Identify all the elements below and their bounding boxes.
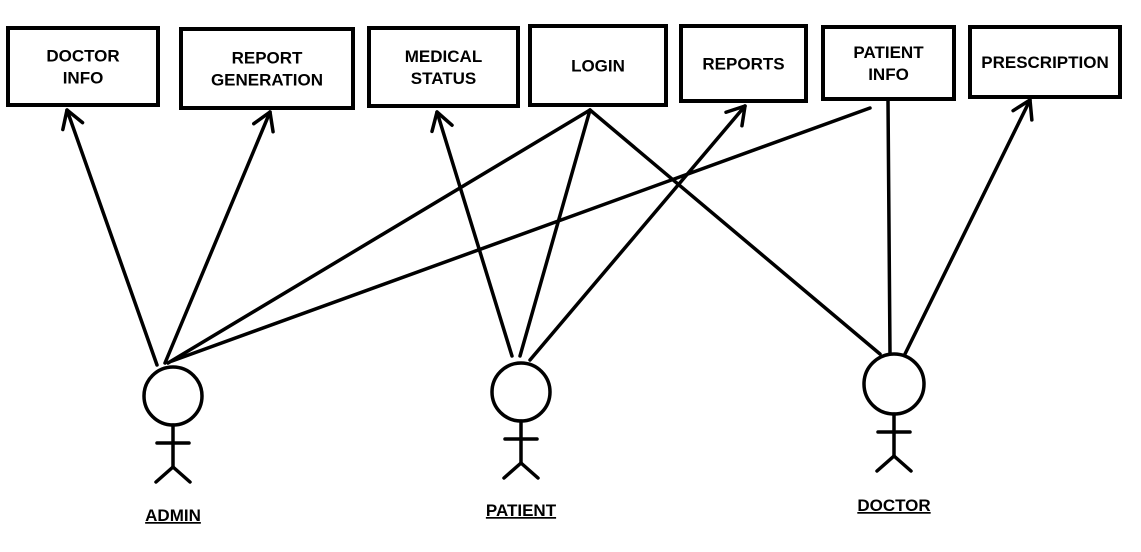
actor-right-leg: [519, 461, 540, 480]
use-case-box: [6, 26, 160, 107]
association-line: [588, 108, 882, 356]
edge-patient-reports: [528, 104, 747, 362]
edge-admin-doctor-info: [61, 108, 159, 367]
use-case-label: LOGIN: [571, 57, 625, 76]
actor-label: ADMIN: [145, 506, 201, 525]
use-case-label: INFO: [868, 65, 909, 84]
use-case-label: STATUS: [411, 69, 476, 88]
actors-layer: ADMIN PATIENT DOCTOR: [142, 352, 931, 525]
use-case-login: LOGIN: [528, 24, 668, 107]
use-case-label: INFO: [63, 69, 104, 88]
association-line: [65, 108, 159, 367]
use-case-doctor-info: DOCTOR INFO: [6, 26, 160, 107]
edge-patient-login: [518, 108, 592, 358]
use-case-label: DOCTOR: [46, 47, 119, 66]
actor-admin: ADMIN: [142, 365, 204, 525]
use-cases-layer: DOCTOR INFO REPORT GENERATION MEDICAL STATUS L…: [6, 24, 1122, 110]
arrowhead-icon: [1011, 98, 1034, 122]
use-case-box: [821, 25, 956, 101]
edge-doctor-patient-info: [886, 98, 892, 356]
edge-admin-patient-info: [170, 106, 872, 363]
use-case-label: MEDICAL: [405, 47, 482, 66]
association-line: [170, 106, 872, 363]
edge-admin-report-generation: [163, 110, 275, 365]
arrowhead-icon: [430, 110, 454, 134]
association-line: [903, 98, 1032, 356]
edge-doctor-prescription: [903, 98, 1034, 356]
actor-head-icon: [142, 365, 204, 427]
use-case-report-generation: REPORT GENERATION: [179, 27, 355, 110]
use-case-box: [679, 24, 808, 103]
association-line: [163, 110, 272, 365]
actor-patient: PATIENT: [486, 361, 557, 520]
association-line: [528, 104, 747, 362]
actor-head-icon: [490, 361, 552, 423]
use-case-box: [528, 24, 668, 107]
use-case-box: [179, 27, 355, 110]
actor-left-leg: [154, 465, 175, 484]
association-line: [518, 108, 592, 358]
edge-patient-medical-status: [430, 110, 514, 358]
actor-left-leg: [502, 461, 523, 480]
use-case-patient-info: PATIENT INFO: [821, 25, 956, 101]
actor-right-leg: [892, 454, 913, 473]
arrowhead-icon: [724, 104, 747, 128]
association-line: [886, 98, 892, 356]
use-case-medical-status: MEDICAL STATUS: [367, 26, 520, 108]
use-case-label: PRESCRIPTION: [981, 53, 1109, 72]
actor-left-leg: [875, 454, 896, 473]
edges-layer: [61, 98, 1034, 367]
use-case-label: GENERATION: [211, 71, 323, 90]
use-case-box: [367, 26, 520, 108]
actor-label: PATIENT: [486, 501, 557, 520]
actor-doctor: DOCTOR: [857, 352, 931, 515]
actor-right-leg: [171, 465, 192, 484]
edge-admin-login: [166, 108, 592, 365]
association-line: [166, 108, 592, 365]
use-case-box: [968, 25, 1122, 99]
association-line: [435, 110, 514, 358]
actor-head-icon: [862, 352, 926, 416]
edge-doctor-login: [588, 108, 882, 356]
use-case-label: REPORTS: [702, 55, 784, 74]
use-case-reports: REPORTS: [679, 24, 808, 103]
actor-label: DOCTOR: [857, 496, 930, 515]
arrowhead-icon: [61, 108, 85, 132]
arrowhead-icon: [252, 110, 275, 134]
use-case-label: REPORT: [232, 49, 303, 68]
use-case-label: PATIENT: [853, 43, 924, 62]
use-case-prescription: PRESCRIPTION: [968, 25, 1122, 99]
